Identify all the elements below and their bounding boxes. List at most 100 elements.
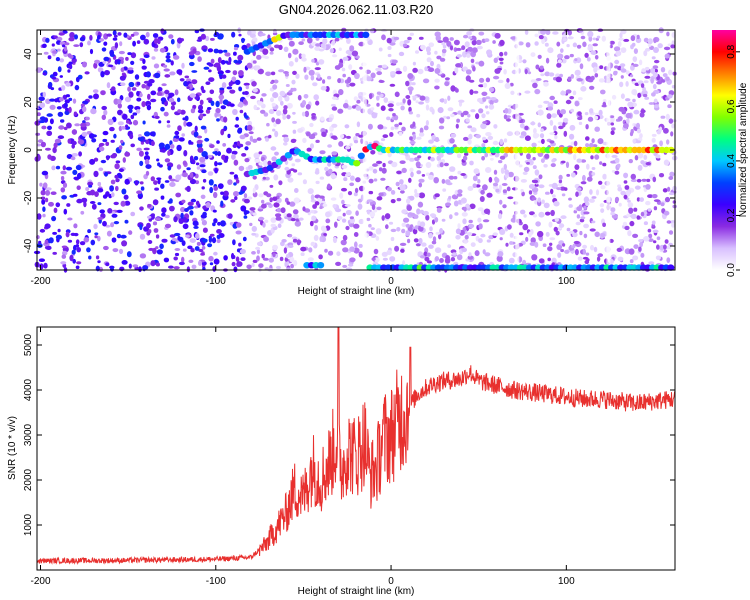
heatmap-cell: [587, 30, 594, 38]
heatmap-cell: [41, 125, 47, 130]
heatmap-cell: [422, 210, 429, 216]
heatmap-cell: [291, 163, 296, 167]
heatmap-cell: [278, 180, 283, 186]
heatmap-cell: [145, 71, 151, 78]
heatmap-cell: [54, 138, 62, 144]
heatmap-cell: [252, 212, 257, 216]
heatmap-cell: [164, 74, 171, 78]
heatmap-cell: [147, 240, 153, 244]
heatmap-cell: [614, 196, 620, 202]
heatmap-cell: [36, 112, 41, 117]
heatmap-cell: [583, 196, 590, 203]
heatmap-cell: [354, 241, 358, 248]
heatmap-cell: [180, 212, 184, 219]
heatmap-cell: [500, 167, 505, 174]
heatmap-cell: [570, 172, 576, 178]
heatmap-cell: [666, 139, 670, 145]
spectrogram-heatmap: [33, 27, 678, 273]
heatmap-cell: [496, 255, 503, 262]
heatmap-cell: [262, 257, 269, 261]
heatmap-cell: [181, 240, 186, 247]
heatmap-cell: [460, 197, 467, 204]
heatmap-cell: [641, 68, 646, 73]
heatmap-cell: [237, 103, 241, 107]
heatmap-cell: [568, 230, 575, 234]
heatmap-cell: [652, 83, 657, 90]
heatmap-cell: [72, 98, 77, 104]
heatmap-cell: [45, 147, 51, 151]
heatmap-cell: [314, 170, 320, 175]
heatmap-cell: [118, 145, 123, 150]
heatmap-cell: [466, 232, 473, 236]
heatmap-cell: [390, 236, 395, 242]
heatmap-cell: [566, 44, 570, 48]
heatmap-cell: [566, 227, 571, 232]
heatmap-cell: [370, 227, 375, 231]
heatmap-cell: [653, 152, 658, 156]
heatmap-cell: [109, 49, 115, 56]
heatmap-cell: [519, 135, 525, 139]
heatmap-cell: [503, 163, 507, 171]
heatmap-cell: [332, 39, 336, 45]
heatmap-cell: [489, 87, 495, 93]
heatmap-cell: [192, 220, 199, 227]
heatmap-cell: [668, 176, 674, 180]
heatmap-cell: [89, 34, 93, 41]
heatmap-cell: [168, 175, 173, 180]
heatmap-cell: [485, 132, 492, 137]
heatmap-cell: [91, 134, 97, 138]
heatmap-cell: [537, 104, 543, 109]
heatmap-cell: [315, 100, 320, 106]
heatmap-cell: [142, 265, 149, 271]
heatmap-cell: [199, 164, 206, 168]
heatmap-cell: [143, 80, 150, 84]
heatmap-cell: [418, 192, 426, 199]
heatmap-cell: [411, 82, 416, 86]
heatmap-cell: [413, 214, 419, 219]
heatmap-cell: [112, 30, 117, 36]
heatmap-cell: [332, 96, 338, 100]
heatmap-cell: [669, 171, 675, 177]
heatmap-cell: [557, 53, 564, 59]
heatmap-cell: [456, 254, 463, 261]
heatmap-cell: [113, 221, 120, 225]
heatmap-cell: [415, 243, 421, 247]
heatmap-cell: [217, 49, 224, 54]
heatmap-cell: [287, 177, 294, 183]
heatmap-cell: [310, 143, 314, 149]
heatmap-cell: [305, 131, 311, 137]
heatmap-cell: [207, 243, 213, 248]
heatmap-cell: [232, 108, 238, 116]
heatmap-cell: [630, 35, 636, 42]
heatmap-cell: [191, 79, 198, 85]
heatmap-cell: [49, 98, 56, 102]
heatmap-cell: [569, 96, 575, 100]
heatmap-cell: [412, 61, 416, 66]
heatmap-cell: [164, 158, 171, 163]
heatmap-cell: [522, 171, 528, 175]
heatmap-track-cell: [362, 31, 370, 38]
heatmap-cell: [455, 63, 462, 68]
heatmap-cell: [465, 69, 472, 75]
heatmap-cell: [591, 220, 596, 224]
heatmap-cell: [435, 231, 441, 235]
heatmap-cell: [629, 220, 635, 227]
heatmap-cell: [509, 82, 514, 87]
heatmap-cell: [493, 57, 498, 63]
heatmap-cell: [560, 215, 567, 220]
x-tick-label: 100: [558, 276, 575, 287]
heatmap-cell: [598, 78, 605, 83]
heatmap-cell: [244, 146, 249, 151]
y-tick-label: 4000: [23, 378, 34, 401]
heatmap-cell: [351, 50, 359, 57]
heatmap-cell: [99, 142, 105, 147]
heatmap-cell: [620, 75, 624, 79]
heatmap-cell: [269, 197, 273, 203]
heatmap-cell: [156, 249, 163, 255]
heatmap-cell: [455, 228, 461, 235]
heatmap-cell: [289, 256, 295, 263]
heatmap-cell: [482, 184, 488, 191]
heatmap-cell: [372, 163, 378, 167]
heatmap-cell: [154, 115, 160, 119]
heatmap-cell: [53, 142, 58, 149]
